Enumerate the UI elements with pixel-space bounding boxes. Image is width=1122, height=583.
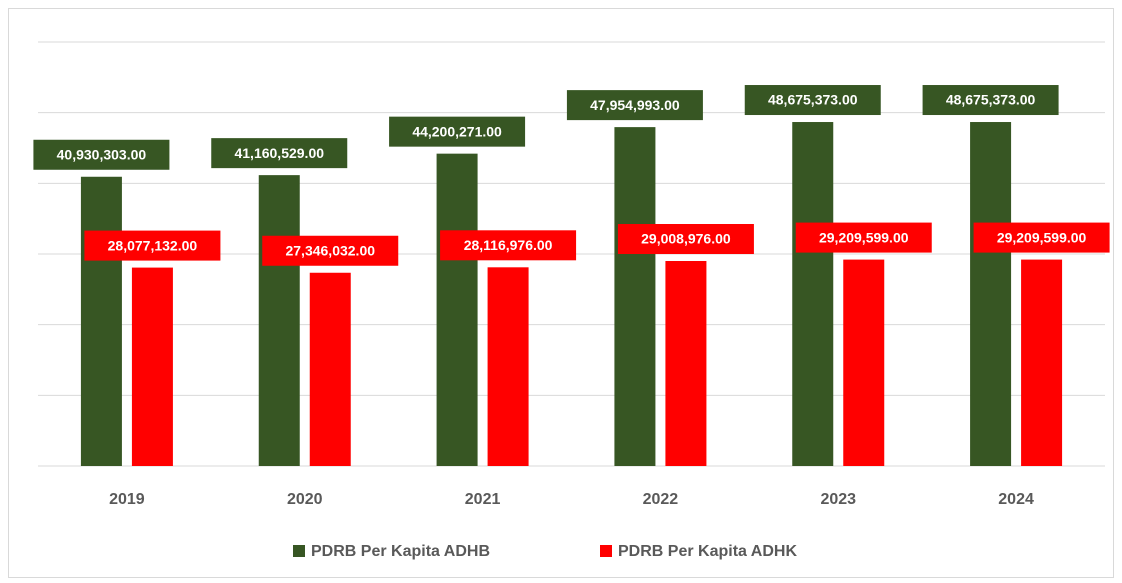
bar: [1021, 259, 1063, 466]
value-label-box: [617, 224, 754, 255]
bar: [665, 261, 707, 466]
value-label-box: [566, 90, 703, 121]
value-label: 48,675,373.00: [946, 92, 1036, 108]
bar: [258, 175, 300, 466]
value-label: 28,077,132.00: [108, 237, 198, 253]
x-tick-label: 2021: [465, 491, 501, 508]
value-label: 48,675,373.00: [768, 92, 858, 108]
x-tick-label: 2023: [820, 491, 856, 508]
legend-label: PDRB Per Kapita ADHK: [618, 543, 797, 560]
bar: [792, 122, 834, 466]
value-label: 29,209,599.00: [819, 229, 909, 245]
value-label-box: [33, 139, 170, 170]
value-label: 27,346,032.00: [285, 242, 375, 258]
value-label: 47,954,993.00: [590, 97, 680, 113]
value-label-box: [744, 85, 881, 116]
bar: [614, 127, 656, 467]
value-label-box: [211, 138, 348, 169]
value-label-box: [262, 235, 399, 266]
legend-swatch: [600, 545, 612, 557]
value-label-box: [922, 85, 1059, 116]
value-label-box: [795, 222, 932, 253]
bar: [487, 267, 529, 466]
value-label-box: [973, 222, 1110, 253]
value-label: 44,200,271.00: [412, 123, 502, 139]
value-label: 29,008,976.00: [641, 231, 731, 247]
bar: [131, 267, 173, 466]
value-label-box: [84, 230, 221, 261]
x-tick-label: 2019: [109, 491, 145, 508]
bar: [80, 176, 122, 466]
value-label: 28,116,976.00: [464, 237, 553, 253]
value-label-box: [440, 230, 577, 261]
value-label-box: [389, 116, 526, 147]
bar: [309, 272, 351, 466]
legend-swatch: [293, 545, 305, 557]
value-label: 29,209,599.00: [997, 229, 1087, 245]
bar: [843, 259, 885, 466]
value-label: 40,930,303.00: [57, 146, 147, 162]
x-tick-label: 2024: [998, 491, 1034, 508]
bar: [970, 122, 1012, 466]
legend-label: PDRB Per Kapita ADHB: [311, 543, 490, 560]
x-tick-label: 2020: [287, 491, 323, 508]
bar: [436, 153, 478, 466]
x-tick-label: 2022: [643, 491, 679, 508]
value-label: 41,160,529.00: [234, 145, 324, 161]
